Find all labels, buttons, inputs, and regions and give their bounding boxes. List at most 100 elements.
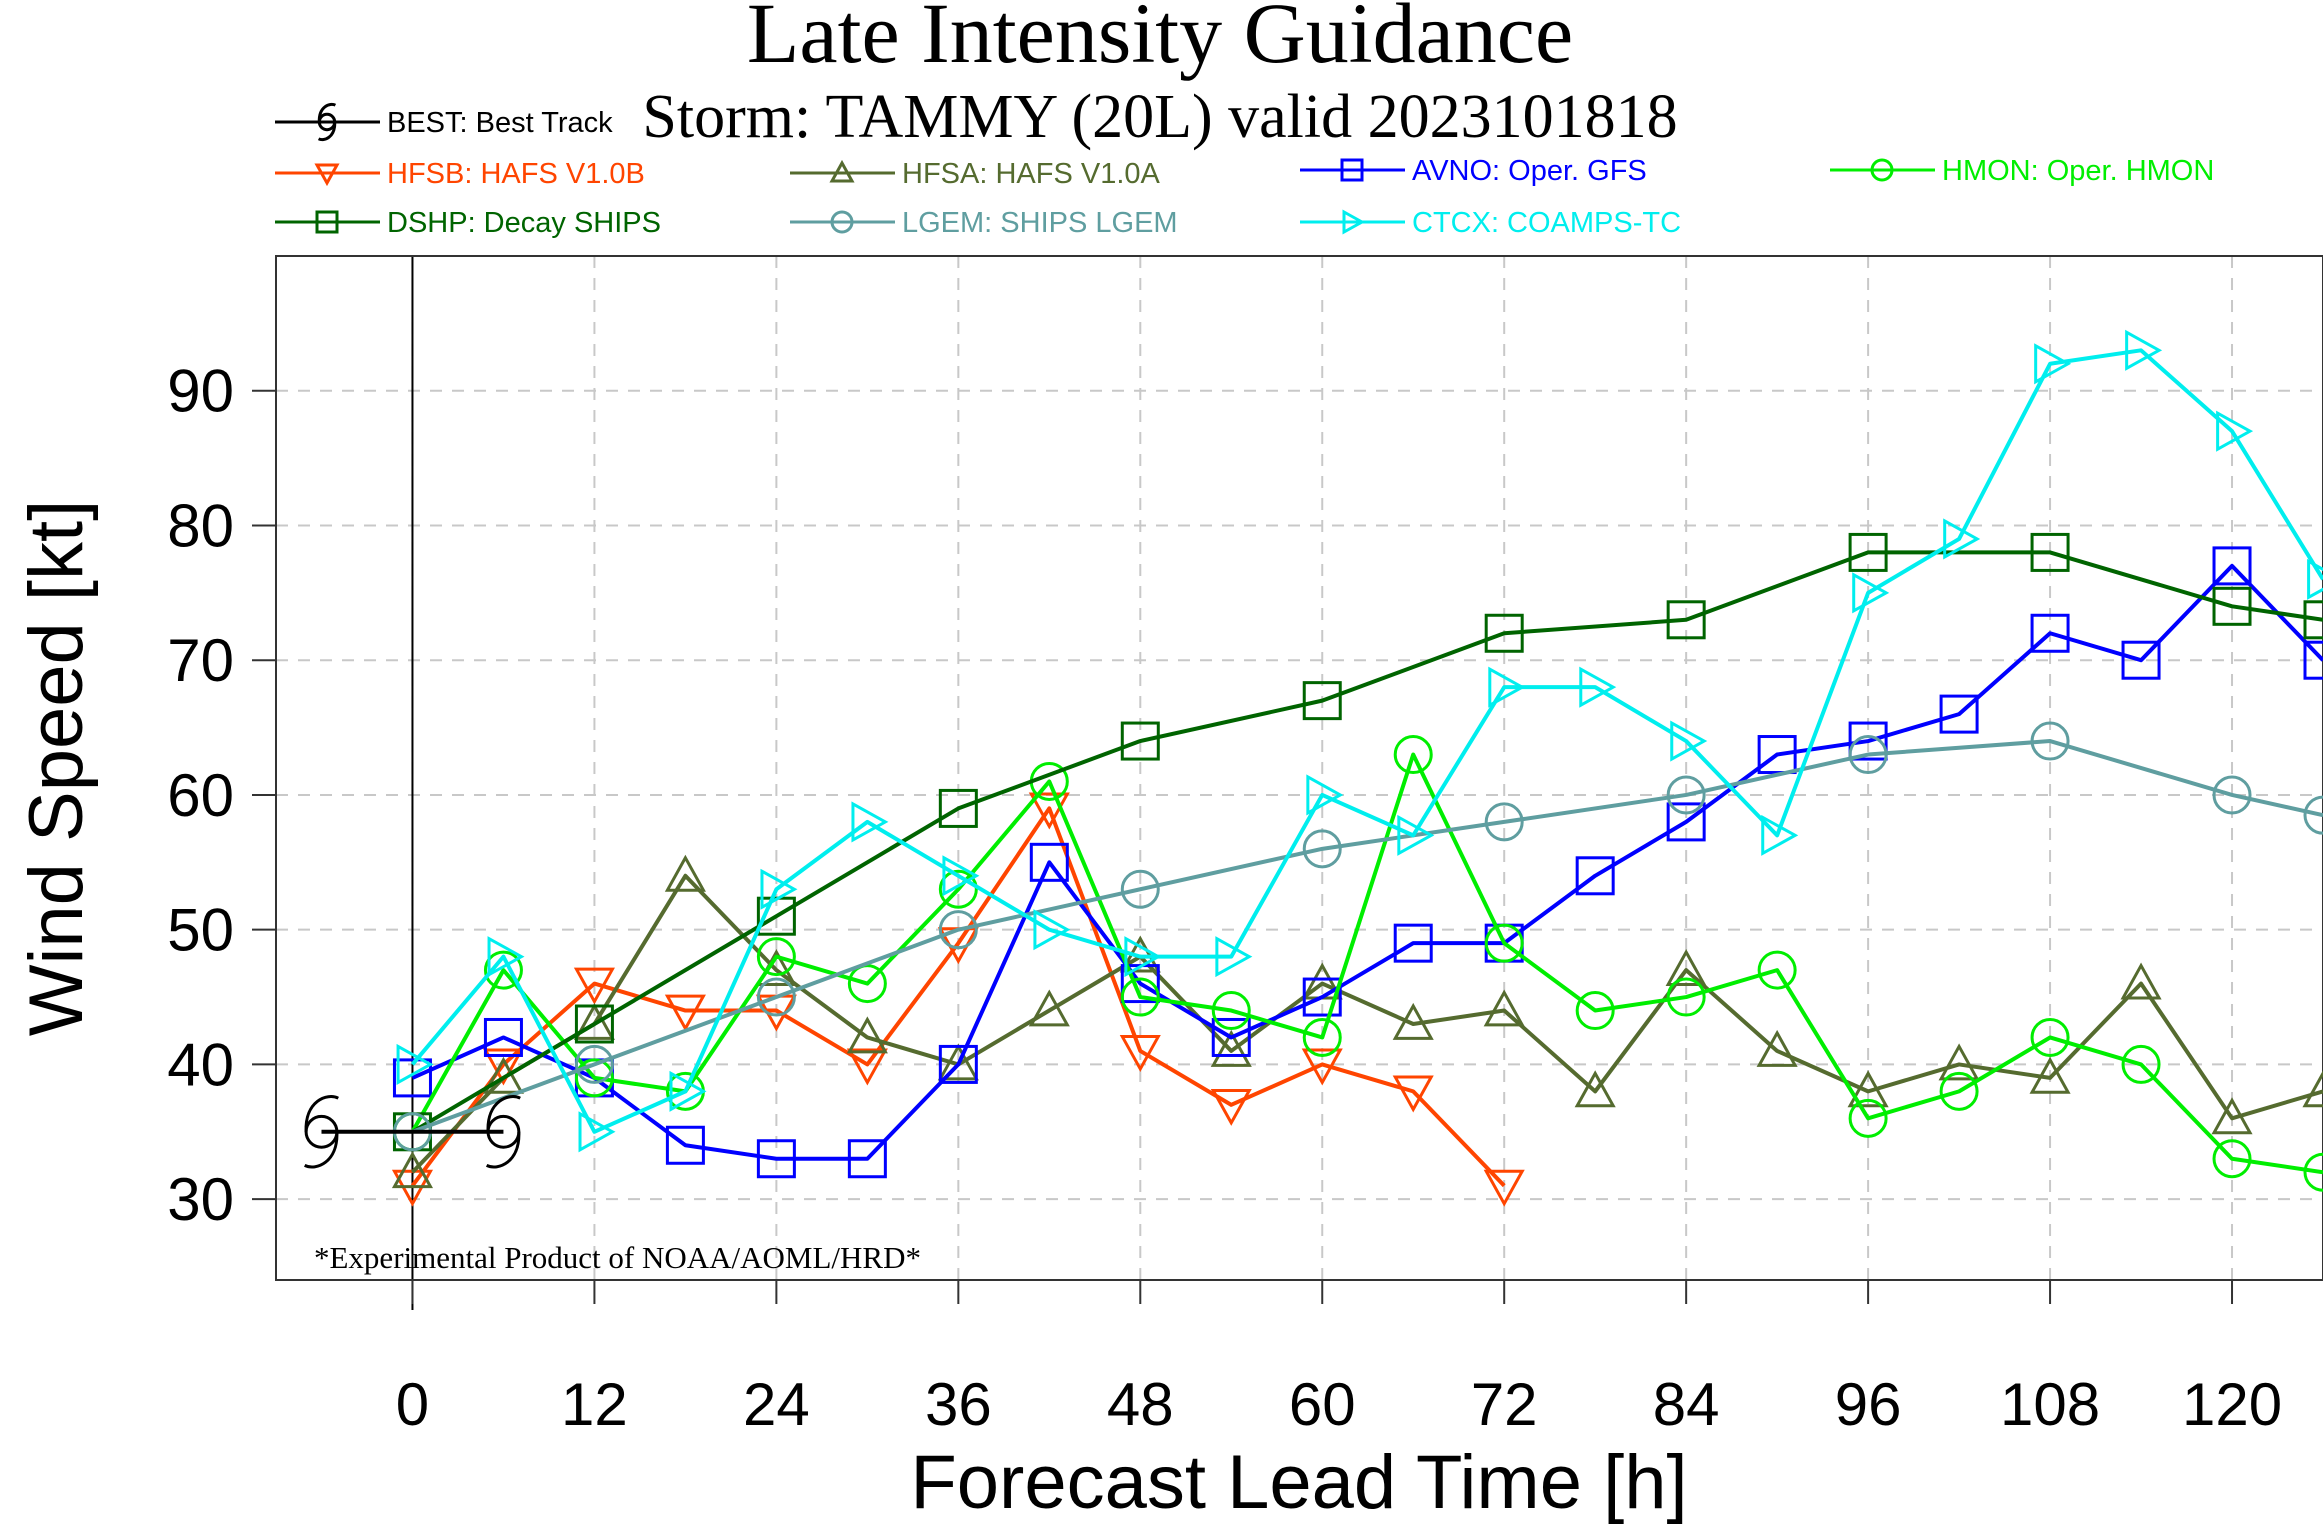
- x-tick-label: 0: [396, 1371, 429, 1438]
- avno-point: [665, 1125, 705, 1165]
- ctcx-point: [1397, 814, 1435, 856]
- hfsa-point: [482, 1056, 524, 1094]
- y-tick-label: 80: [167, 492, 234, 559]
- ctcx-point: [669, 1070, 707, 1112]
- lgem-point: [2303, 795, 2323, 835]
- avno-point: [1757, 735, 1797, 775]
- hmon-line: [410, 752, 2323, 1175]
- legend-label: LGEM: SHIPS LGEM: [902, 207, 1178, 239]
- hfsa-point: [1483, 989, 1525, 1027]
- hmon-point: [2030, 1017, 2070, 1057]
- x-tick-label: 60: [1289, 1371, 1356, 1438]
- hfsa-point: [1574, 1070, 1616, 1108]
- dshp-point: [2212, 586, 2252, 626]
- legend-item-ctcx: CTCX: COAMPS-TC: [1300, 207, 1681, 239]
- hmon-point: [1939, 1071, 1979, 1111]
- legend-marker: [1870, 158, 1894, 182]
- lgem-point: [2030, 721, 2070, 761]
- best-point: [304, 1095, 339, 1169]
- hfsb-point: [664, 994, 706, 1032]
- plot-frame: [275, 255, 2323, 1281]
- ctcx-point: [1852, 572, 1890, 614]
- hmon-point: [847, 964, 887, 1004]
- hfsb-point: [1210, 1088, 1252, 1126]
- legend-item-avno: AVNO: Oper. GFS: [1300, 155, 1647, 187]
- avno-point: [2303, 640, 2323, 680]
- y-axis: 30 40 50 60 70 80 90: [167, 358, 276, 1233]
- ctcx-point: [1488, 666, 1526, 708]
- hfsa-point: [2302, 1070, 2323, 1108]
- legend-label: AVNO: Oper. GFS: [1412, 155, 1647, 187]
- lgem-point: [1484, 802, 1524, 842]
- lgem-point: [1666, 775, 1706, 815]
- hmon-point: [1120, 977, 1160, 1017]
- dshp-point: [2303, 600, 2323, 640]
- dshp-point: [1302, 681, 1342, 721]
- hfsb-point: [846, 1048, 888, 1086]
- ctcx-point: [1033, 909, 1071, 951]
- lgem-point: [1120, 869, 1160, 909]
- hfsb-point: [1301, 1048, 1343, 1086]
- chart-subtitle: Storm: TAMMY (20L) valid 2023101818: [642, 83, 1677, 151]
- hfsa-line: [411, 873, 2323, 1174]
- x-tick-label: 120: [2182, 1371, 2282, 1438]
- ctcx-point: [942, 855, 980, 897]
- hfsa-point: [2029, 1056, 2071, 1094]
- hmon-point: [1757, 950, 1797, 990]
- legend-label: HMON: Oper. HMON: [1942, 155, 2214, 187]
- hmon-point: [1302, 1017, 1342, 1057]
- legend-marker: [315, 210, 339, 234]
- hmon-point: [574, 1058, 614, 1098]
- lgem-point: [1302, 829, 1342, 869]
- series-avno: [392, 546, 2323, 1179]
- lgem-point: [938, 910, 978, 950]
- hfsa-point: [937, 1043, 979, 1081]
- hfsa-point: [2211, 1097, 2253, 1135]
- hfsb-point: [1028, 792, 1070, 830]
- legend-item-hmon: HMON: Oper. HMON: [1830, 155, 2214, 187]
- hfsb-point: [1392, 1075, 1434, 1113]
- hfsb-line: [410, 806, 1506, 1188]
- chart-legend: BEST: Best Track HFSB: HAFS V1.0B HFSA: HA…: [275, 102, 2214, 239]
- dshp-point: [1120, 721, 1160, 761]
- x-tick-label: 12: [561, 1371, 628, 1438]
- x-tick-label: 72: [1471, 1371, 1538, 1438]
- avno-point: [1211, 1017, 1251, 1057]
- dshp-point: [1666, 600, 1706, 640]
- ctcx-point: [2216, 410, 2254, 452]
- x-axis: 0 12 24 36 48 60 72 84 96 108 120: [396, 1280, 2282, 1438]
- hmon-point: [938, 869, 978, 909]
- legend-marker: [829, 159, 855, 183]
- experimental-note: *Experimental Product of NOAA/AOML/HRD*: [314, 1240, 921, 1275]
- ctcx-point: [487, 936, 525, 978]
- legend-label: HFSA: HAFS V1.0A: [902, 158, 1161, 190]
- legend-marker: [1340, 158, 1364, 182]
- dshp-point: [1484, 613, 1524, 653]
- ctcx-point: [1670, 720, 1708, 762]
- hfsb-point: [1119, 1035, 1161, 1073]
- hmon-point: [1484, 923, 1524, 963]
- legend-marker: [830, 210, 854, 234]
- hmon-point: [1575, 991, 1615, 1031]
- series-hmon: [392, 735, 2323, 1192]
- x-tick-label: 84: [1653, 1371, 1720, 1438]
- avno-point: [2212, 546, 2252, 586]
- hmon-point: [1848, 1098, 1888, 1138]
- avno-point: [2121, 640, 2161, 680]
- hfsb-point: [1483, 1169, 1525, 1207]
- series-lgem: [392, 721, 2323, 1152]
- hfsa-point: [846, 1016, 888, 1054]
- ctcx-point: [578, 1111, 616, 1153]
- dshp-point: [1848, 532, 1888, 572]
- ctcx-point: [2307, 558, 2323, 600]
- hmon-point: [483, 950, 523, 990]
- avno-line: [411, 563, 2323, 1161]
- lgem-point: [574, 1044, 614, 1084]
- y-tick-label: 40: [167, 1031, 234, 1098]
- series-best: [304, 1095, 521, 1169]
- legend-marker: [314, 163, 340, 187]
- legend-item-best: BEST: Best Track: [275, 102, 613, 142]
- y-tick-label: 30: [167, 1166, 234, 1233]
- x-tick-label: 96: [1835, 1371, 1902, 1438]
